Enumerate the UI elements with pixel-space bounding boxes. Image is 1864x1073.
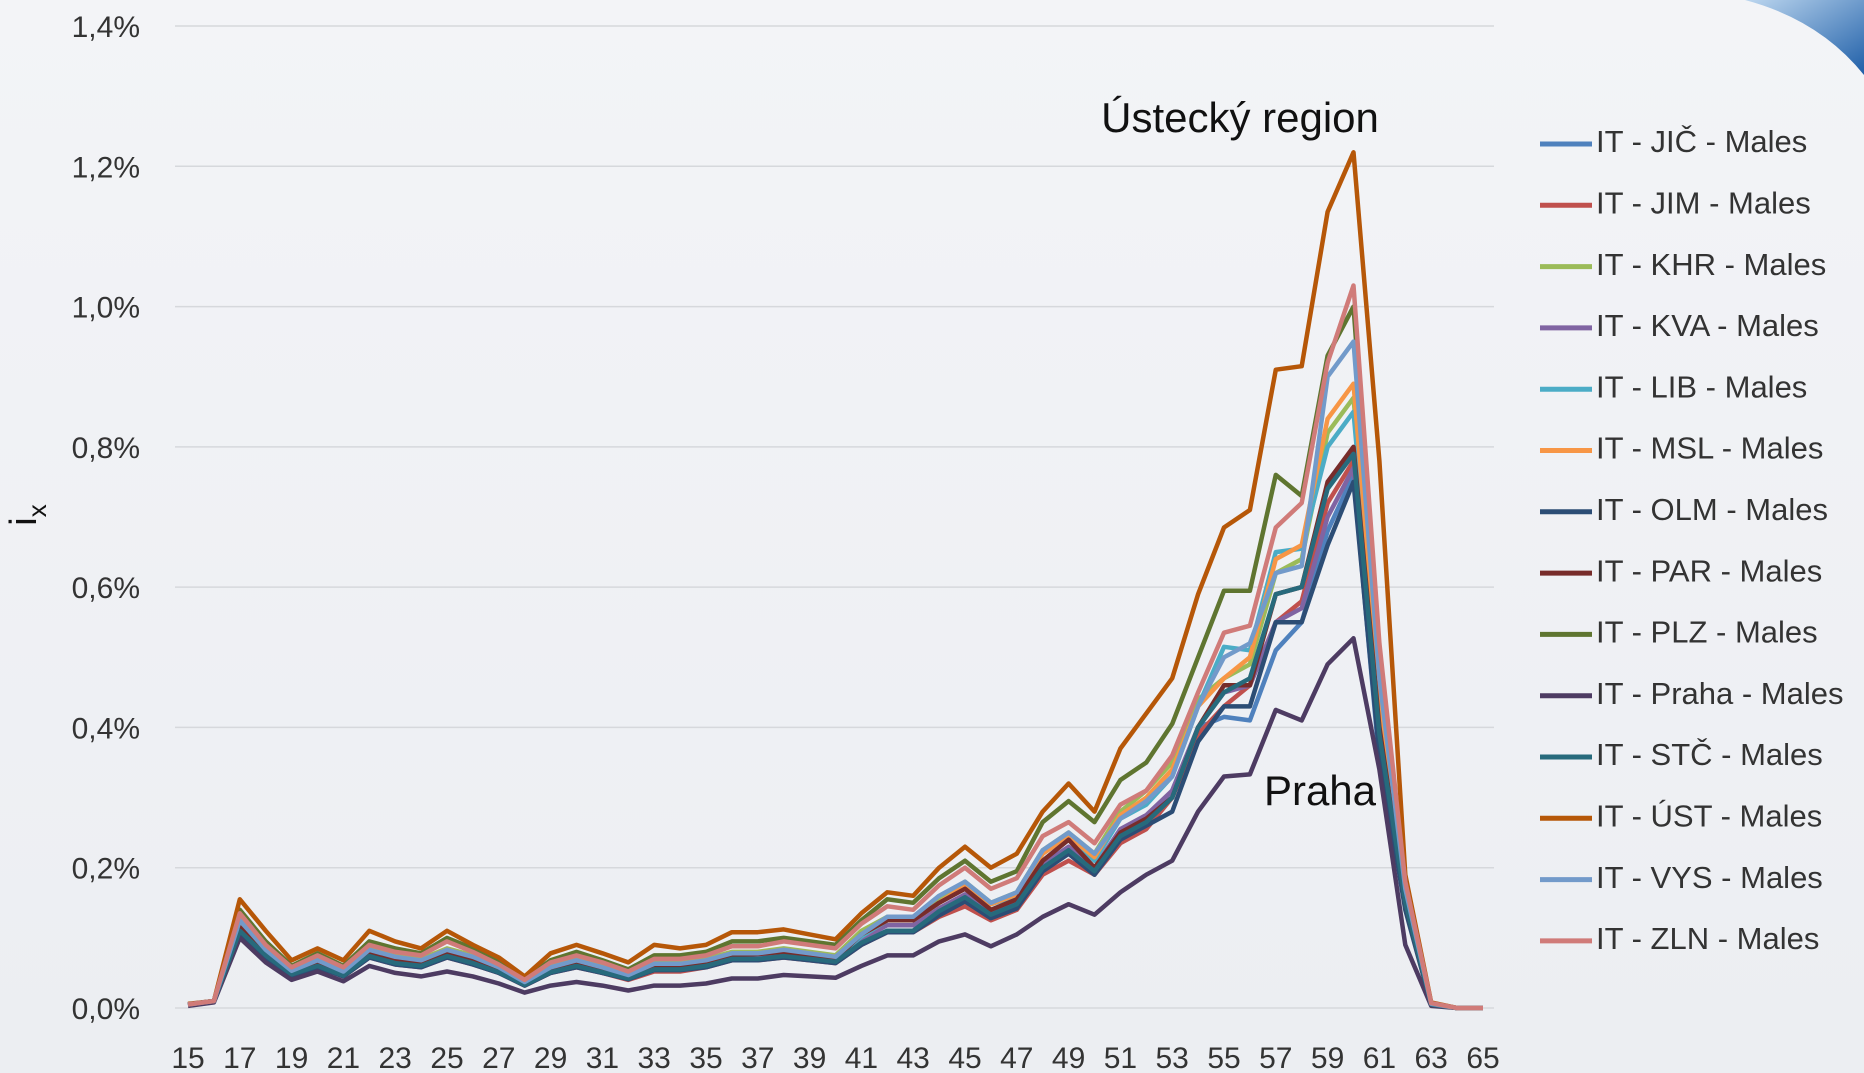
x-tick-label: 59 [1311,1042,1344,1073]
y-axis-label: ix [3,504,52,525]
y-axis-label-sub: x [22,504,52,517]
x-tick-label: 37 [741,1042,774,1073]
series-line [187,451,1483,1011]
x-tick-label: 25 [430,1042,463,1073]
y-tick-label: 0,0% [72,993,140,1026]
series-line [187,339,1483,1011]
x-tick-label: 39 [793,1042,826,1073]
x-tick-label: 33 [638,1042,671,1073]
lines [187,150,1483,1011]
legend-label: IT - KHR - Males [1596,247,1826,282]
series-line [187,150,1483,1011]
x-tick-label: 21 [327,1042,360,1073]
series-line [187,304,1483,1011]
x-tick-label: 17 [223,1042,256,1073]
x-tick-label: 23 [379,1042,412,1073]
x-tick-label: 29 [534,1042,567,1073]
legend-label: IT - JIM - Males [1596,185,1811,220]
y-tick-label: 0,4% [72,712,140,745]
y-tick-label: 1,0% [72,292,140,325]
annotation: Ústecký region [1101,94,1379,141]
legend-label: IT - PAR - Males [1596,553,1822,588]
y-tick-label: 1,4% [72,11,140,44]
x-tick-label: 43 [897,1042,930,1073]
x-tick-label: 49 [1052,1042,1085,1073]
annotation: Praha [1264,767,1377,814]
x-tick-label: 63 [1415,1042,1448,1073]
y-tick-label: 1,2% [72,151,140,184]
x-tick-label: 55 [1207,1042,1240,1073]
legend-label: IT - Praha - Males [1596,676,1844,711]
x-tick-label: 45 [948,1042,981,1073]
x-tick-label: 35 [689,1042,722,1073]
legend-label: IT - LIB - Males [1596,369,1807,404]
legend-label: IT - MSL - Males [1596,431,1823,466]
x-tick-label: 27 [482,1042,515,1073]
legend-label: IT - STČ - Males [1596,737,1823,772]
legend-label: IT - ÚST - Males [1596,798,1822,833]
x-tick-label: 41 [845,1042,878,1073]
y-tick-label: 0,8% [72,432,140,465]
legend-label: IT - OLM - Males [1596,492,1828,527]
legend-label: IT - PLZ - Males [1596,615,1818,650]
legend-label: IT - JIČ - Males [1596,124,1807,159]
decoration [1745,0,1864,75]
x-tick-label: 19 [275,1042,308,1073]
y-tick-label: 0,6% [72,572,140,605]
legend-label: IT - VYS - Males [1596,860,1823,895]
grid: 0,0% 0,2% 0,4% 0,6% 0,8% 1,0% 1,2% 1,4% 15 17 19 21… [72,11,1500,1073]
x-tick-label: 65 [1466,1042,1499,1073]
legend-label: IT - ZLN - Males [1596,921,1819,956]
y-axis-label-main: i [3,517,45,525]
series-line [187,283,1483,1011]
legend-label: IT - KVA - Males [1596,308,1819,343]
x-tick-label: 61 [1363,1042,1396,1073]
x-tick-label: 53 [1156,1042,1189,1073]
x-tick-label: 15 [171,1042,204,1073]
x-tick-label: 47 [1000,1042,1033,1073]
series-line [187,636,1483,1011]
x-tick-label: 57 [1259,1042,1292,1073]
x-tick-label: 31 [586,1042,619,1073]
x-tick-label: 51 [1104,1042,1137,1073]
y-tick-label: 0,2% [72,853,140,886]
legend: IT - JIČ - Males IT - JIM - Males IT - KHR… [1540,124,1844,956]
